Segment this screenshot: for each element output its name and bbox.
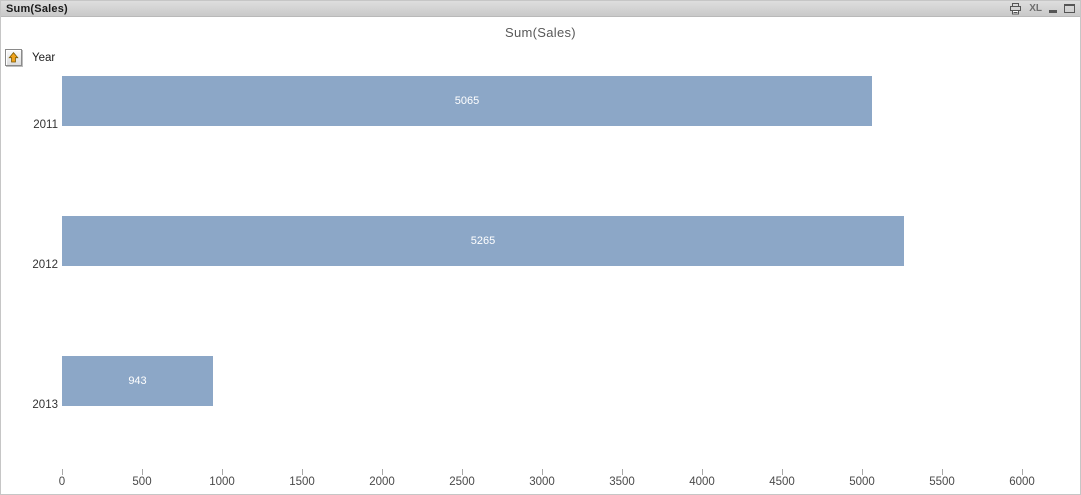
- fast-change-button[interactable]: [5, 49, 22, 66]
- x-axis-tick-label: 3500: [609, 476, 635, 488]
- dimension-label: Year: [32, 51, 56, 64]
- x-axis-tick-label: 6000: [1009, 476, 1035, 488]
- excel-export-label: XL: [1029, 2, 1042, 14]
- x-axis-tick: [462, 469, 463, 475]
- x-axis-tick-label: 1500: [289, 476, 315, 488]
- x-axis-tick-label: 2000: [369, 476, 395, 488]
- bar-value-label: 943: [128, 375, 147, 387]
- window-caption-bar[interactable]: Sum(Sales) XL: [1, 1, 1080, 17]
- caption-icons: XL: [1009, 2, 1075, 15]
- x-axis-tick: [1022, 469, 1023, 475]
- bar-2011[interactable]: 5065: [62, 76, 872, 126]
- x-axis-tick-label: 1000: [209, 476, 235, 488]
- x-axis-tick: [782, 469, 783, 475]
- category-label-2012: 2012: [32, 259, 58, 271]
- x-axis-tick: [942, 469, 943, 475]
- x-axis-tick-label: 4000: [689, 476, 715, 488]
- minimize-icon[interactable]: [1049, 4, 1057, 13]
- x-axis-tick: [622, 469, 623, 475]
- maximize-icon[interactable]: [1064, 4, 1075, 13]
- x-axis-tick: [542, 469, 543, 475]
- bar-2012[interactable]: 5265: [62, 216, 904, 266]
- bar-value-label: 5065: [454, 95, 480, 107]
- x-axis-tick: [142, 469, 143, 475]
- x-axis-tick: [222, 469, 223, 475]
- up-arrow-icon: [8, 51, 19, 63]
- x-axis-tick-label: 3000: [529, 476, 555, 488]
- x-axis-tick: [302, 469, 303, 475]
- bar-2013[interactable]: 943: [62, 356, 213, 406]
- dimension-selector: Year: [5, 49, 55, 66]
- excel-export-icon[interactable]: XL: [1029, 2, 1042, 14]
- category-label-2011: 2011: [33, 119, 58, 131]
- x-axis-tick: [62, 469, 63, 475]
- category-label-2013: 2013: [32, 399, 58, 411]
- x-axis-tick: [702, 469, 703, 475]
- x-axis-tick-label: 5500: [929, 476, 955, 488]
- x-axis-tick: [382, 469, 383, 475]
- print-icon[interactable]: [1009, 2, 1022, 15]
- x-axis-tick: [862, 469, 863, 475]
- bar-value-label: 5265: [470, 235, 496, 247]
- chart-title: Sum(Sales): [505, 25, 576, 40]
- x-axis-tick-label: 4500: [769, 476, 795, 488]
- window-title: Sum(Sales): [6, 2, 68, 15]
- x-axis-tick-label: 2500: [449, 476, 475, 488]
- x-axis-tick-label: 0: [58, 476, 66, 488]
- x-axis-tick-label: 5000: [849, 476, 875, 488]
- x-axis-tick-label: 500: [132, 476, 152, 488]
